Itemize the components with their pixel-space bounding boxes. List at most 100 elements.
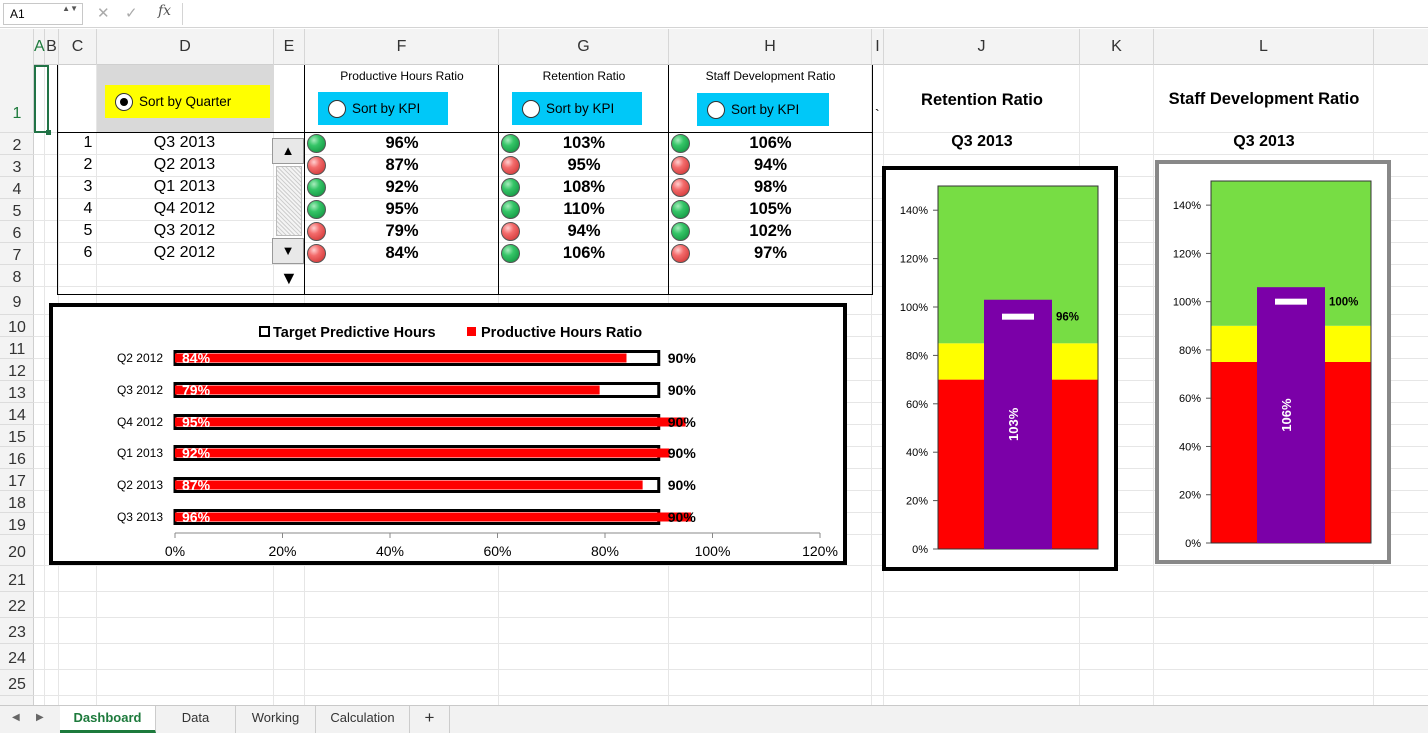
sort-by-quarter-label: Sort by Quarter <box>139 94 232 109</box>
staff-development-header: Staff Development Ratio <box>705 69 836 83</box>
category-label: Q2 2013 <box>117 478 163 492</box>
row-header[interactable]: 25 <box>0 670 34 696</box>
name-box-value: A1 <box>10 7 25 21</box>
row-header[interactable]: 21 <box>0 566 34 592</box>
tab-working[interactable]: Working <box>236 706 316 733</box>
rank-cell: 1 <box>83 134 93 151</box>
name-box[interactable]: A1 ▲▼ <box>3 3 83 25</box>
kpi-value-cell: 108% <box>562 178 606 196</box>
row-header[interactable]: 14 <box>0 403 34 425</box>
quarter-cell: Q2 2012 <box>153 244 216 261</box>
scroll-up-button[interactable]: ▲ <box>272 138 304 164</box>
row-header[interactable]: 8 <box>0 265 34 287</box>
row-header[interactable]: 12 <box>0 359 34 381</box>
column-header-g[interactable]: G <box>499 29 669 65</box>
quarter-cell: Q4 2012 <box>153 200 216 217</box>
column-header-b[interactable]: B <box>45 29 59 65</box>
sort-by-kpi-productive-option[interactable]: Sort by KPI <box>318 92 448 125</box>
sort-by-kpi-staff-option[interactable]: Sort by KPI <box>697 93 829 126</box>
insert-function-icon[interactable]: fx <box>158 3 172 19</box>
x-tick-label: 0% <box>165 543 185 559</box>
status-red-icon <box>671 244 690 263</box>
radio-empty-icon <box>707 100 725 119</box>
gridline-row <box>34 591 1428 592</box>
row-header[interactable]: 2 <box>0 133 34 155</box>
staff-bullet-chart: 0% 20% 40% 60% 80% 100% 120% 140% 106% 100% <box>1155 160 1391 564</box>
row-header[interactable]: 5 <box>0 199 34 221</box>
quarter-cell: Q1 2013 <box>153 178 216 195</box>
enter-icon[interactable]: ✓ <box>125 5 138 22</box>
column-header-d[interactable]: D <box>97 29 274 65</box>
actual-bar <box>175 353 627 363</box>
formula-bar: A1 ▲▼ ✕ ✓ fx <box>0 0 1428 28</box>
column-header-j[interactable]: J <box>884 29 1080 65</box>
kpi-value-cell: 95% <box>385 200 419 218</box>
productive-hours-chart-svg: Target Predictive Hours Productive Hours … <box>117 325 838 559</box>
target-label: 96% <box>1056 312 1079 324</box>
kpi-value-cell: 103% <box>562 134 606 152</box>
kpi-value-cell: 106% <box>562 244 606 262</box>
row-header[interactable]: 18 <box>0 491 34 513</box>
row-header[interactable]: 15 <box>0 425 34 447</box>
kpi-value-cell: 110% <box>563 200 605 218</box>
scroll-down-button[interactable]: ▼ <box>272 238 304 264</box>
tab-data[interactable]: Data <box>156 706 236 733</box>
row-header[interactable]: 16 <box>0 447 34 469</box>
row-header[interactable]: 7 <box>0 243 34 265</box>
column-header-k[interactable]: K <box>1080 29 1154 65</box>
y-tick-label: 60% <box>906 399 928 411</box>
scroll-track[interactable] <box>276 166 302 236</box>
gridline-row <box>34 565 1428 566</box>
row-header[interactable]: 19 <box>0 513 34 535</box>
y-tick-label: 140% <box>1173 200 1201 212</box>
table-divider-f <box>304 65 305 295</box>
dropdown-arrow-icon[interactable]: ▼ <box>280 268 298 288</box>
row-header[interactable]: 24 <box>0 644 34 670</box>
row-header[interactable]: 9 <box>0 287 34 315</box>
staff-chart-subtitle: Q3 2013 <box>1233 133 1295 150</box>
row-header[interactable]: 17 <box>0 469 34 491</box>
kpi-value-cell: 98% <box>753 178 788 196</box>
column-header-h[interactable]: H <box>669 29 872 65</box>
staff-chart-title: Staff Development Ratio <box>1168 90 1360 108</box>
select-all-corner[interactable] <box>0 29 34 65</box>
x-tick-label: 20% <box>268 543 296 559</box>
column-header-a[interactable]: A <box>34 29 45 65</box>
row-header[interactable]: 13 <box>0 381 34 403</box>
kpi-value-cell: 94% <box>753 156 788 174</box>
column-header-e[interactable]: E <box>274 29 305 65</box>
row-header[interactable]: 4 <box>0 177 34 199</box>
retention-chart-subtitle: Q3 2013 <box>951 133 1013 150</box>
active-cell-selection[interactable] <box>34 65 51 135</box>
category-label: Q3 2012 <box>117 383 163 397</box>
column-header-i[interactable]: I <box>872 29 884 65</box>
column-header-l[interactable]: L <box>1154 29 1374 65</box>
row-header[interactable]: 22 <box>0 592 34 618</box>
value-bar <box>1257 287 1325 543</box>
prev-sheet-icon[interactable]: ◀ <box>12 712 20 723</box>
gridline-row <box>34 242 1428 243</box>
status-red-icon <box>501 156 520 175</box>
productive-hours-header: Productive Hours Ratio <box>340 69 464 83</box>
tab-calculation[interactable]: Calculation <box>316 706 410 733</box>
name-box-dropdown-icon[interactable]: ▲▼ <box>62 4 78 13</box>
row-header[interactable]: 11 <box>0 337 34 359</box>
target-bar-label: 90% <box>668 477 697 493</box>
add-sheet-button[interactable]: + <box>410 706 450 733</box>
row-header[interactable]: 20 <box>0 535 34 566</box>
tab-dashboard[interactable]: Dashboard <box>60 706 156 733</box>
row-header[interactable]: 10 <box>0 315 34 337</box>
row-header[interactable]: 3 <box>0 155 34 177</box>
kpi-value-cell: 97% <box>753 244 788 262</box>
next-sheet-icon[interactable]: ▶ <box>36 712 44 723</box>
actual-bar <box>175 385 600 395</box>
sort-by-kpi-retention-option[interactable]: Sort by KPI <box>512 92 642 125</box>
gridline-row <box>34 669 1428 670</box>
column-header-c[interactable]: C <box>59 29 97 65</box>
column-header-f[interactable]: F <box>305 29 499 65</box>
sort-by-quarter-option[interactable]: Sort by Quarter <box>105 85 270 118</box>
row-header[interactable]: 6 <box>0 221 34 243</box>
cancel-icon[interactable]: ✕ <box>97 5 110 22</box>
row-header[interactable]: 1 <box>0 65 34 133</box>
row-header[interactable]: 23 <box>0 618 34 644</box>
